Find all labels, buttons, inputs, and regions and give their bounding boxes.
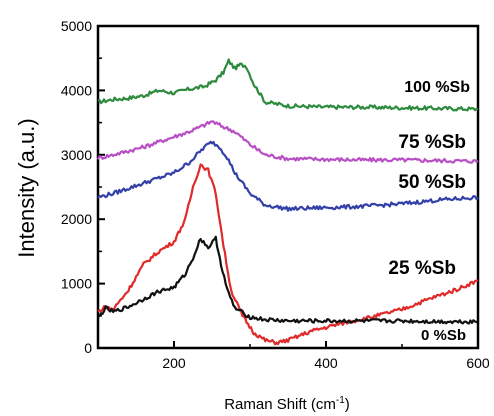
series-line-50-sb <box>97 140 479 212</box>
x-axis-title-main: Raman Shift (cm <box>224 396 336 413</box>
y-tick-label: 1000 <box>61 276 92 292</box>
y-tick-label: 4000 <box>61 82 92 98</box>
axes: 0 1000 2000 3000 4000 5000 200 400 600 <box>61 18 490 371</box>
series-label-100-sb: 100 %Sb <box>404 79 470 96</box>
series-label-75-sb: 75 %Sb <box>398 132 466 153</box>
series-lines <box>97 58 479 346</box>
y-tick-label: 3000 <box>61 147 92 163</box>
series-label-50-sb: 50 %Sb <box>398 172 466 193</box>
y-tick-label: 0 <box>84 340 92 356</box>
series-label-0-sb: 0 %Sb <box>421 327 466 344</box>
y-tick-label: 5000 <box>61 18 92 34</box>
x-axis-title-close: ) <box>345 396 350 413</box>
series-line-100-sb <box>97 58 479 112</box>
x-tick-label: 400 <box>314 355 338 371</box>
series-label-25-sb: 25 %Sb <box>388 258 456 279</box>
y-tick-label: 2000 <box>61 211 92 227</box>
series-line-75-sb <box>97 120 479 164</box>
x-tick-label: 200 <box>162 355 186 371</box>
x-axis-title: Raman Shift (cm-1) <box>224 395 350 413</box>
x-tick-label: 600 <box>466 355 490 371</box>
series-line-0-sb <box>97 235 479 325</box>
series-labels: 100 %Sb 75 %Sb 50 %Sb 25 %Sb 0 %Sb <box>388 79 470 344</box>
x-axis-title-sup: -1 <box>336 395 345 406</box>
y-axis-title: Intensity (a.u.) <box>14 118 39 257</box>
series-line-25-sb <box>97 163 479 346</box>
